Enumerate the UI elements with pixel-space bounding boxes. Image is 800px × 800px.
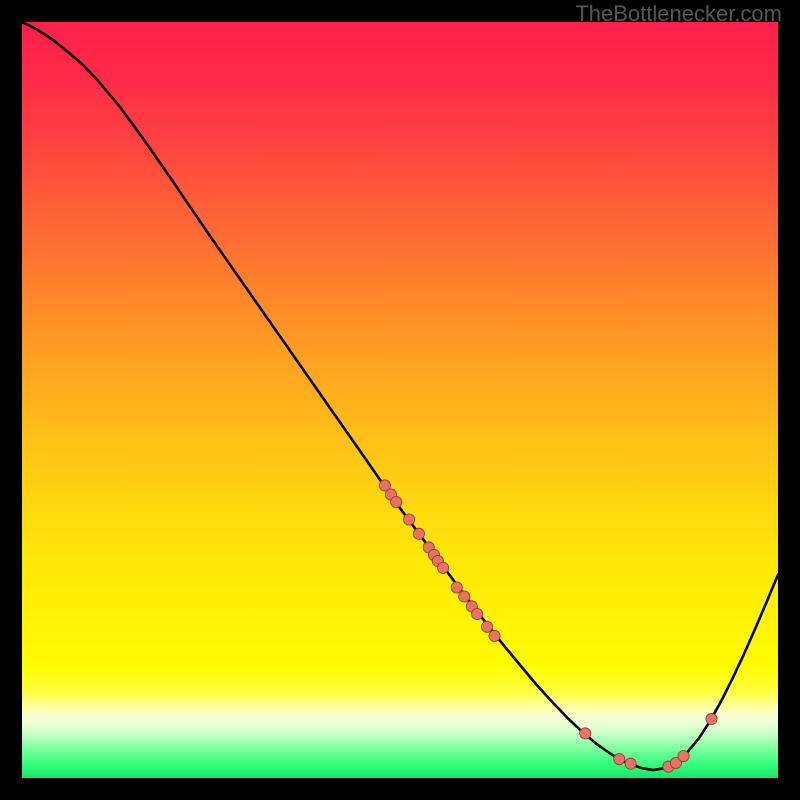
data-marker bbox=[472, 608, 483, 619]
data-marker bbox=[625, 758, 636, 769]
data-marker bbox=[678, 750, 689, 761]
data-marker bbox=[403, 514, 414, 525]
data-marker bbox=[391, 496, 402, 507]
data-marker bbox=[459, 591, 470, 602]
data-marker bbox=[706, 713, 717, 724]
plot-svg bbox=[22, 22, 778, 778]
chart-frame: TheBottlenecker.com bbox=[0, 0, 800, 800]
data-marker bbox=[437, 562, 448, 573]
data-marker bbox=[481, 621, 492, 632]
gradient-background bbox=[22, 22, 778, 778]
data-marker bbox=[580, 728, 591, 739]
data-marker bbox=[614, 754, 625, 765]
data-marker bbox=[451, 582, 462, 593]
plot-area bbox=[22, 22, 778, 778]
data-marker bbox=[413, 528, 424, 539]
watermark-text: TheBottlenecker.com bbox=[575, 1, 782, 27]
data-marker bbox=[489, 630, 500, 641]
